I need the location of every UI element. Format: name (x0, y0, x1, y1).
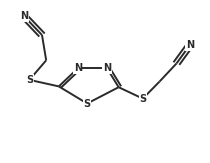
Text: N: N (103, 63, 111, 74)
Text: S: S (84, 98, 91, 109)
Text: N: N (74, 63, 82, 74)
Text: N: N (20, 11, 28, 21)
Text: S: S (139, 94, 146, 104)
Text: N: N (186, 40, 194, 50)
Text: S: S (26, 75, 33, 85)
